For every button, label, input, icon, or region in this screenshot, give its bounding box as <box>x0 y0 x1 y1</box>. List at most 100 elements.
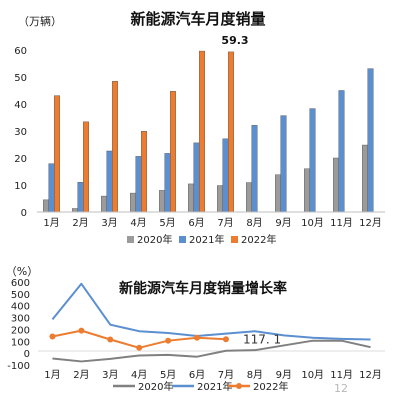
bar-2020年-10月 <box>304 168 310 213</box>
bar-2022年-2月 <box>83 121 89 213</box>
bar-y-tick-label: 50 <box>14 73 27 84</box>
line-point-2022年-2月 <box>78 327 85 334</box>
line-y-tick-label: 0 <box>24 349 30 360</box>
bar-2021年-7月 <box>222 138 229 213</box>
legend-line-label-2022: 2022年 <box>253 380 288 393</box>
bar-2021年-2月 <box>77 182 84 213</box>
bar-2020年-8月 <box>246 182 252 213</box>
bar-2022年-3月 <box>112 81 118 213</box>
line-y-tick-label: 100 <box>11 337 30 348</box>
bar-y-tick-label: 60 <box>14 46 27 57</box>
line-point-2022年-7月 <box>222 336 229 343</box>
bar-2021年-4月 <box>135 156 142 213</box>
line-chart-legend: 2020年 2021年 2022年 <box>113 380 288 393</box>
line-x-tick-label: 8月 <box>247 369 263 381</box>
bar-2020年-2月 <box>72 208 78 213</box>
bar-x-tick-label: 12月 <box>359 217 382 229</box>
line-y-tick-label: 400 <box>11 302 30 313</box>
bar-2020年-3月 <box>101 195 107 213</box>
line-x-tick-label: 11月 <box>330 369 353 381</box>
legend-swatch-2021 <box>179 236 186 243</box>
line-series-2020年 <box>52 339 371 363</box>
bar-2020年-11月 <box>333 157 339 213</box>
line-y-tick-label: -100 <box>7 361 30 372</box>
bar-2020年-9月 <box>275 174 281 213</box>
legend-label-2022: 2022年 <box>241 233 276 246</box>
bar-2022年-6月 <box>199 50 205 213</box>
legend-line-label-2020: 2020年 <box>138 380 173 393</box>
bar-2021年-3月 <box>106 150 113 213</box>
bar-2022年-4月 <box>141 131 147 213</box>
bar-x-tick-label: 10月 <box>301 217 324 229</box>
bar-2022年-5月 <box>170 91 176 213</box>
line-x-tick-label: 3月 <box>102 369 118 381</box>
bar-2021年-8月 <box>251 125 258 213</box>
line-y-tick-label: 500 <box>11 290 30 301</box>
bar-2020年-5月 <box>159 190 165 213</box>
line-y-tick-label: 300 <box>11 314 30 325</box>
line-x-tick-label: 9月 <box>276 369 292 381</box>
legend-line-label-2021: 2021年 <box>197 380 232 393</box>
bar-2021年-12月 <box>367 68 374 213</box>
line-chart-series <box>49 282 371 363</box>
bar-2021年-9月 <box>280 115 287 213</box>
bar-2021年-6月 <box>193 142 200 213</box>
bar-2020年-1月 <box>43 199 49 213</box>
line-x-tick-label: 6月 <box>189 369 205 381</box>
line-chart-y-unit: （%） <box>6 265 38 278</box>
bar-x-tick-label: 4月 <box>130 217 146 229</box>
bar-x-tick-label: 11月 <box>330 217 353 229</box>
line-x-tick-label: 4月 <box>131 369 147 381</box>
bar-x-tick-label: 6月 <box>188 217 204 229</box>
line-x-tick-label: 12月 <box>359 369 382 381</box>
bar-chart-y-unit: （万辆） <box>18 14 62 28</box>
bar-x-tick-label: 9月 <box>275 217 291 229</box>
line-x-tick-label: 2月 <box>73 369 89 381</box>
bar-chart-bars <box>43 50 374 213</box>
line-x-tick-label: 10月 <box>301 369 324 381</box>
bar-2020年-7月 <box>217 185 223 213</box>
bar-x-tick-label: 2月 <box>72 217 88 229</box>
bar-x-tick-label: 1月 <box>43 217 59 229</box>
bar-y-tick-label: 0 <box>21 208 27 219</box>
line-y-tick-label: 200 <box>11 325 30 336</box>
bar-2020年-6月 <box>188 183 194 213</box>
bar-2021年-1月 <box>48 163 55 213</box>
bar-x-tick-label: 3月 <box>101 217 117 229</box>
bar-x-tick-label: 7月 <box>217 217 233 229</box>
line-point-2022年-1月 <box>49 333 56 340</box>
bar-2022年-7月 <box>228 51 234 213</box>
line-chart-last-value-label: 117. 1 <box>243 332 281 346</box>
line-series-2021年 <box>51 282 371 341</box>
bar-chart-legend: 2020年 2021年 2022年 <box>127 233 276 246</box>
line-chart: 新能源汽车月度销量增长率 （%） -1000100200300400500600… <box>6 265 385 393</box>
legend-swatch-2020 <box>127 236 134 243</box>
page-number: 12 <box>334 382 348 395</box>
legend-marker-2022 <box>236 383 242 389</box>
line-point-2022年-4月 <box>136 344 143 351</box>
bar-x-tick-label: 8月 <box>246 217 262 229</box>
bar-y-tick-label: 20 <box>14 154 27 165</box>
line-x-tick-label: 1月 <box>44 369 60 381</box>
bar-y-tick-label: 30 <box>14 127 27 138</box>
line-point-2022年-6月 <box>194 334 201 341</box>
bar-2020年-4月 <box>130 192 136 213</box>
line-chart-x-labels: 1月 2月 3月 4月 5月 6月 7月 8月 9月 10月 11月 12月 <box>44 369 382 381</box>
legend-label-2020: 2020年 <box>137 233 172 246</box>
legend-swatch-2022 <box>231 236 238 243</box>
bar-2021年-10月 <box>309 108 316 213</box>
line-y-tick-label: 600 <box>11 278 30 289</box>
bar-2022年-1月 <box>54 95 60 213</box>
bar-chart: 新能源汽车月度销量 （万辆） 59.3 0 10 20 30 40 50 60 1月 2月 3月… <box>14 10 385 246</box>
line-x-tick-label: 7月 <box>218 369 234 381</box>
bar-2021年-11月 <box>338 90 345 213</box>
bar-chart-title: 新能源汽车月度销量 <box>130 10 265 28</box>
bar-x-tick-label: 5月 <box>159 217 175 229</box>
bar-2020年-12月 <box>362 144 368 213</box>
line-point-2022年-3月 <box>107 336 114 343</box>
bar-chart-y-axis: 0 10 20 30 40 50 60 <box>14 46 27 219</box>
legend-label-2021: 2021年 <box>189 233 224 246</box>
line-chart-title: 新能源汽车月度销量增长率 <box>119 280 287 297</box>
line-point-2022年-5月 <box>165 337 172 344</box>
